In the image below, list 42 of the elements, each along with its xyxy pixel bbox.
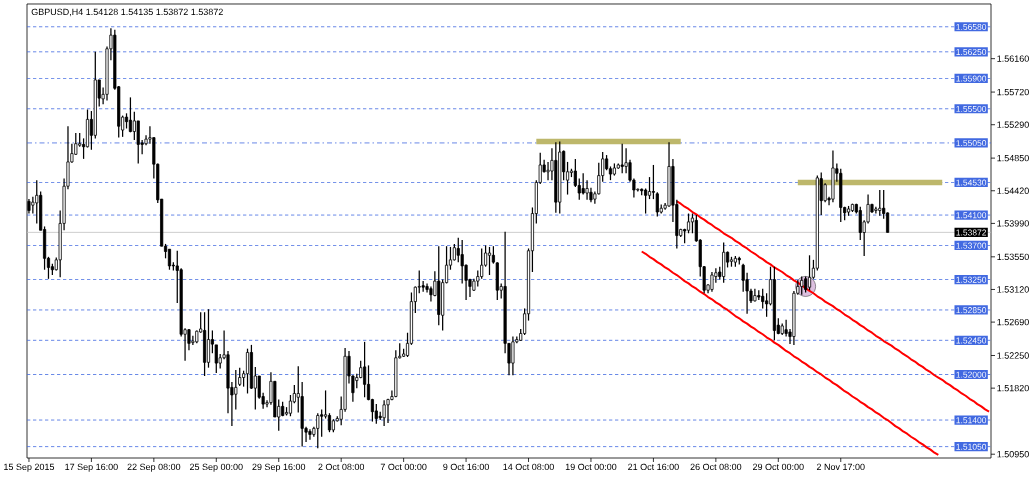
x-tick-label: 26 Oct 08:00 — [690, 463, 742, 471]
y-tick-label: 1.55720 — [997, 88, 1029, 96]
ref-line-label: 1.53700 — [956, 242, 987, 249]
y-tick-label: 1.55290 — [997, 121, 1029, 128]
ref-line-label: 1.52850 — [956, 307, 987, 314]
chart-title: GBPUSD,H4 1.54128 1.54135 1.53872 1.53872 — [31, 8, 223, 17]
y-tick-label: 1.52250 — [997, 352, 1029, 359]
x-tick-label: 15 Sep 2015 — [4, 463, 55, 472]
ref-line-label: 1.51400 — [956, 417, 987, 424]
y-tick-label: 1.53550 — [997, 253, 1029, 260]
x-tick-label: 19 Oct 00:00 — [565, 463, 617, 471]
ref-line-label: 1.53250 — [956, 276, 987, 283]
y-tick-label: 1.50950 — [997, 451, 1029, 458]
ref-line-label: 1.51050 — [956, 443, 987, 450]
ref-line-label: 1.54100 — [956, 212, 987, 219]
ref-line-label: 1.53872 — [956, 229, 987, 236]
x-tick-label: 22 Sep 08:00 — [127, 463, 181, 472]
ref-line-label: 1.55500 — [956, 105, 987, 112]
y-tick-label: 1.51820 — [997, 384, 1029, 392]
x-tick-label: 9 Oct 16:00 — [443, 463, 489, 471]
ref-line-label: 1.55900 — [956, 75, 987, 82]
y-tick-label: 1.54420 — [997, 187, 1029, 194]
ref-line-label: 1.52000 — [956, 371, 987, 378]
x-tick-label: 17 Sep 16:00 — [65, 463, 118, 472]
ref-line-label: 1.56250 — [956, 48, 987, 55]
y-tick-label: 1.53990 — [997, 220, 1029, 227]
ref-line-label: 1.56580 — [956, 23, 987, 30]
ref-line-label: 1.52450 — [956, 337, 987, 344]
x-tick-label: 25 Sep 00:00 — [189, 463, 243, 472]
y-tick-label: 1.52690 — [997, 318, 1029, 326]
x-tick-label: 2 Oct 08:00 — [318, 463, 365, 471]
ref-line-label: 1.54530 — [956, 179, 987, 186]
x-tick-label: 14 Oct 08:00 — [503, 463, 554, 471]
x-tick-label: 2 Nov 17:00 — [816, 463, 865, 471]
ref-line-label: 1.55050 — [956, 140, 987, 147]
y-tick-label: 1.53120 — [997, 286, 1029, 293]
x-tick-label: 29 Sep 16:00 — [252, 463, 306, 472]
y-tick-label: 1.54850 — [997, 154, 1029, 162]
y-tick-label: 1.56160 — [997, 55, 1029, 62]
x-tick-label: 7 Oct 00:00 — [380, 463, 427, 471]
x-tick-label: 21 Oct 16:00 — [628, 463, 679, 471]
x-tick-label: 29 Oct 00:00 — [752, 463, 804, 471]
